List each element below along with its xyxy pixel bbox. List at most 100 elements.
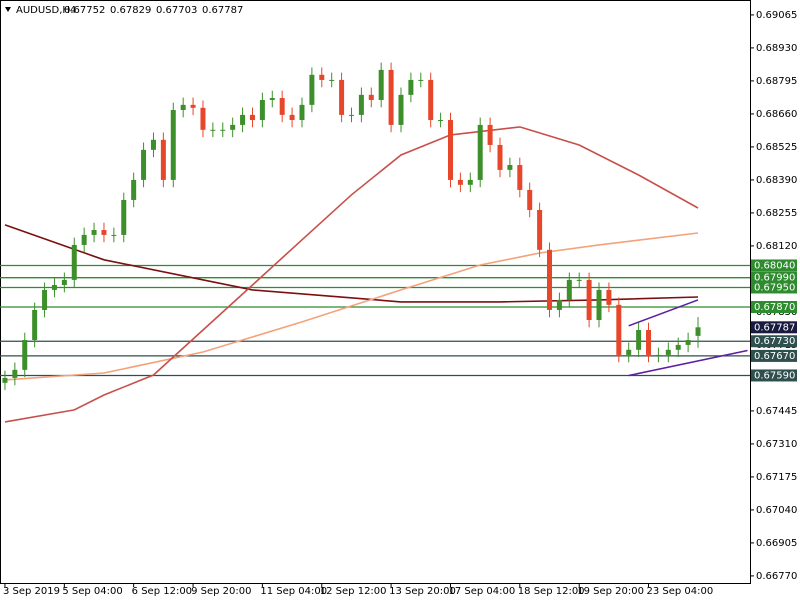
price-tag-label: 0.67787 bbox=[754, 322, 795, 333]
candle-body bbox=[289, 114, 295, 121]
candle-body bbox=[259, 99, 265, 121]
x-tick-label: 9 Sep 20:00 bbox=[191, 586, 251, 597]
x-tick-label: 5 Sep 04:00 bbox=[62, 586, 122, 597]
y-tick-label: 0.68930 bbox=[756, 43, 797, 54]
candle-body bbox=[507, 165, 513, 170]
price-tag-label: 0.67950 bbox=[754, 282, 795, 293]
candle-body bbox=[616, 304, 622, 355]
candle-body bbox=[309, 74, 315, 105]
candle-body bbox=[32, 309, 38, 341]
y-tick-label: 0.67040 bbox=[756, 505, 797, 516]
price-tag bbox=[751, 369, 797, 382]
candle-body bbox=[487, 124, 493, 145]
header-ohlc: 0.67752 bbox=[64, 5, 105, 16]
candle-body bbox=[71, 244, 77, 280]
candle-body bbox=[101, 230, 107, 235]
candle-body bbox=[675, 344, 681, 350]
candle-body bbox=[230, 124, 236, 130]
candle-body bbox=[358, 94, 364, 115]
candle-body bbox=[2, 377, 8, 383]
y-tick-label: 0.66770 bbox=[756, 571, 797, 582]
trendline bbox=[628, 299, 699, 327]
candle-body bbox=[121, 199, 127, 235]
candle-body bbox=[61, 279, 67, 286]
candle-body bbox=[418, 79, 424, 81]
candle-body bbox=[665, 349, 671, 355]
candle-body bbox=[636, 330, 642, 350]
candle-body bbox=[111, 234, 117, 236]
candle-body bbox=[91, 230, 97, 235]
candle-body bbox=[200, 107, 206, 130]
candle-body bbox=[319, 74, 325, 80]
x-tick-label: 18 Sep 12:00 bbox=[518, 586, 585, 597]
price-tag bbox=[751, 259, 797, 272]
candle-body bbox=[160, 139, 166, 180]
candle-body bbox=[279, 98, 285, 115]
price-tag-label: 0.67870 bbox=[754, 302, 795, 313]
price-tag-label: 0.67730 bbox=[754, 336, 795, 347]
candle-body bbox=[240, 114, 246, 125]
price-tag bbox=[751, 271, 797, 284]
candle-body bbox=[398, 94, 404, 125]
candle-body bbox=[131, 179, 137, 200]
x-tick-label: 6 Sep 12:00 bbox=[132, 586, 192, 597]
plot-frame bbox=[0, 0, 751, 584]
candle-body bbox=[22, 340, 28, 370]
y-tick-label: 0.68795 bbox=[756, 76, 797, 87]
candle-body bbox=[81, 234, 87, 245]
candle-body bbox=[170, 110, 176, 180]
candle-body bbox=[537, 209, 543, 250]
y-tick-label: 0.68255 bbox=[756, 208, 797, 219]
candle-body bbox=[210, 129, 216, 131]
candle-body bbox=[606, 289, 612, 305]
trendline bbox=[628, 349, 748, 377]
price-tag-label: 0.67590 bbox=[754, 370, 795, 381]
price-tag-label: 0.68040 bbox=[754, 260, 795, 271]
candle-body bbox=[566, 279, 572, 300]
candle-body bbox=[220, 129, 226, 131]
candle-body bbox=[626, 349, 632, 355]
y-tick-label: 0.67310 bbox=[756, 439, 797, 450]
candle-body bbox=[339, 79, 345, 115]
price-tag-label: 0.67670 bbox=[754, 351, 795, 362]
candle-body bbox=[51, 285, 57, 290]
candle-body bbox=[646, 330, 652, 355]
y-tick-label: 0.67445 bbox=[756, 406, 797, 417]
x-tick-label: 12 Sep 12:00 bbox=[320, 586, 387, 597]
menu-icon[interactable] bbox=[5, 7, 11, 12]
candle-body bbox=[388, 69, 394, 125]
candle-body bbox=[457, 179, 463, 185]
x-tick-label: 23 Sep 04:00 bbox=[647, 586, 714, 597]
x-tick-label: 19 Sep 20:00 bbox=[577, 586, 644, 597]
x-tick-label: 17 Sep 04:00 bbox=[448, 586, 515, 597]
candle-body bbox=[348, 114, 354, 116]
x-tick-label: 3 Sep 2019 bbox=[3, 586, 60, 597]
y-tick-label: 0.67175 bbox=[756, 472, 797, 483]
candle-body bbox=[497, 144, 503, 170]
candle-body bbox=[428, 79, 434, 121]
price-tag bbox=[751, 281, 797, 294]
moving-average bbox=[4, 126, 699, 423]
candle-body bbox=[190, 104, 196, 108]
candle-body bbox=[438, 120, 444, 122]
candle-body bbox=[299, 104, 305, 121]
candle-body bbox=[447, 120, 453, 180]
candle-body bbox=[556, 299, 562, 310]
y-tick-label: 0.68390 bbox=[756, 175, 797, 186]
moving-average bbox=[4, 232, 699, 381]
y-tick-label: 0.68660 bbox=[756, 109, 797, 120]
y-tick-label: 0.69065 bbox=[756, 10, 797, 21]
candle-body bbox=[547, 249, 553, 310]
candle-body bbox=[329, 79, 335, 81]
symbol: AUDUSD,H4 bbox=[16, 5, 76, 16]
candle-body bbox=[141, 149, 147, 180]
candle-body bbox=[477, 124, 483, 180]
price-tag bbox=[751, 301, 797, 314]
candle-body bbox=[249, 114, 255, 121]
header-ohlc: 0.67787 bbox=[202, 5, 243, 16]
price-tag bbox=[751, 321, 797, 334]
candle-body bbox=[586, 279, 592, 320]
header-ohlc: 0.67829 bbox=[110, 5, 151, 16]
candle-body bbox=[685, 340, 691, 345]
